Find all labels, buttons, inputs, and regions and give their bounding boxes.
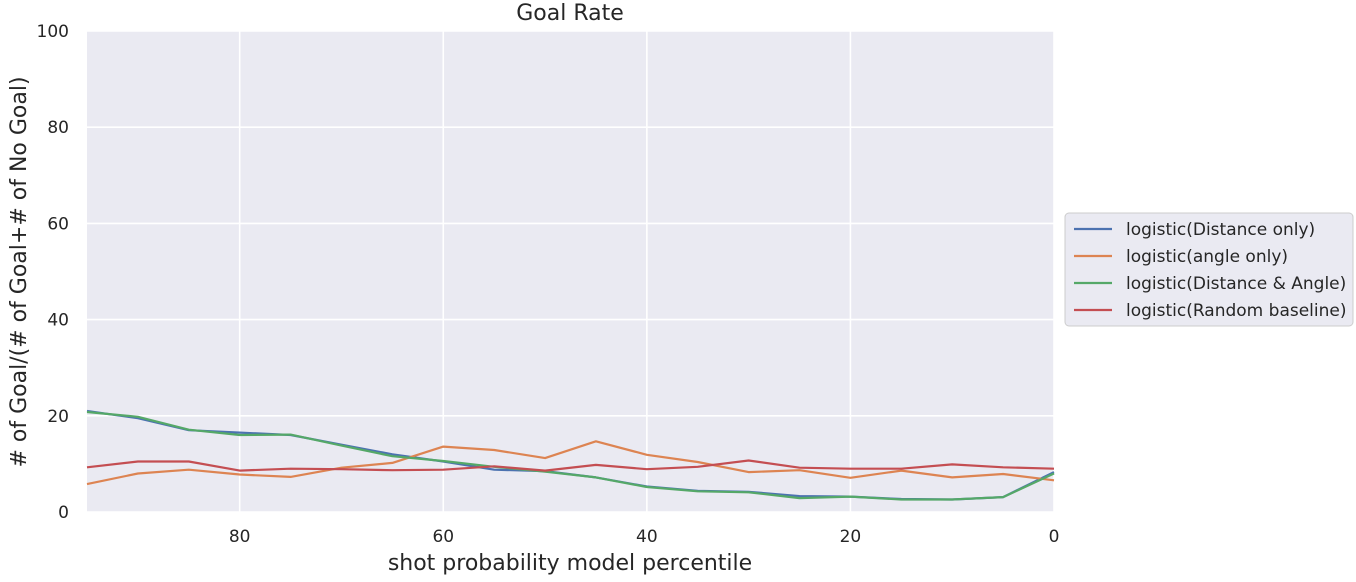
- plot-background: [87, 31, 1054, 512]
- y-tick-label: 0: [58, 503, 69, 523]
- series-line: [86, 440, 1055, 486]
- x-tick-label: 20: [840, 527, 862, 547]
- x-tick-label: 0: [1049, 527, 1060, 547]
- x-tick-label: 40: [636, 527, 658, 547]
- series-line: [86, 459, 1055, 472]
- y-tick-label: 100: [37, 22, 69, 42]
- series-lines: [86, 409, 1055, 501]
- x-axis-title: shot probability model percentile: [388, 551, 752, 576]
- y-tick-label: 40: [47, 311, 69, 331]
- chart-title: Goal Rate: [516, 1, 624, 26]
- x-tick-labels: 80 60 40 20 0: [229, 527, 1060, 547]
- y-tick-label: 20: [47, 407, 69, 427]
- y-axis-title: # of Goal/(# of Goal+# of No Goal): [7, 76, 32, 467]
- y-tick-label: 80: [47, 118, 69, 138]
- legend-label: logistic(angle only): [1126, 247, 1288, 267]
- legend-label: logistic(Random baseline): [1126, 301, 1347, 321]
- legend: logistic(Distance only) logistic(angle on…: [1064, 212, 1354, 327]
- y-tick-labels: 0 20 40 60 80 100: [37, 22, 69, 523]
- grid-lines: [87, 30, 1055, 513]
- legend-label: logistic(Distance only): [1126, 220, 1315, 240]
- legend-box: [1064, 212, 1354, 327]
- x-tick-label: 60: [432, 527, 454, 547]
- x-tick-label: 80: [229, 527, 251, 547]
- legend-label: logistic(Distance & Angle): [1126, 274, 1346, 294]
- series-line: [86, 410, 1055, 501]
- y-tick-label: 60: [47, 214, 69, 234]
- legend-items: logistic(Distance only) logistic(angle on…: [1074, 220, 1347, 321]
